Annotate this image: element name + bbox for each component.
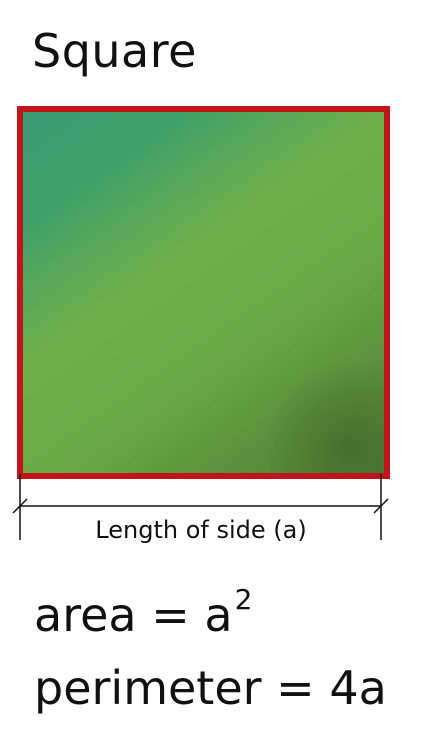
square-shape <box>17 106 390 479</box>
side-length-dimension <box>12 474 389 540</box>
diagram-title: Square <box>32 24 197 78</box>
area-formula: area = a2 <box>34 586 252 639</box>
area-formula-text: area = a <box>34 588 233 642</box>
area-exponent: 2 <box>234 583 253 616</box>
dimension-left-tick <box>12 498 28 514</box>
perimeter-formula: perimeter = 4a <box>34 661 387 715</box>
side-length-label: Length of side (a) <box>95 516 307 544</box>
dimension-right-tick <box>373 498 389 514</box>
